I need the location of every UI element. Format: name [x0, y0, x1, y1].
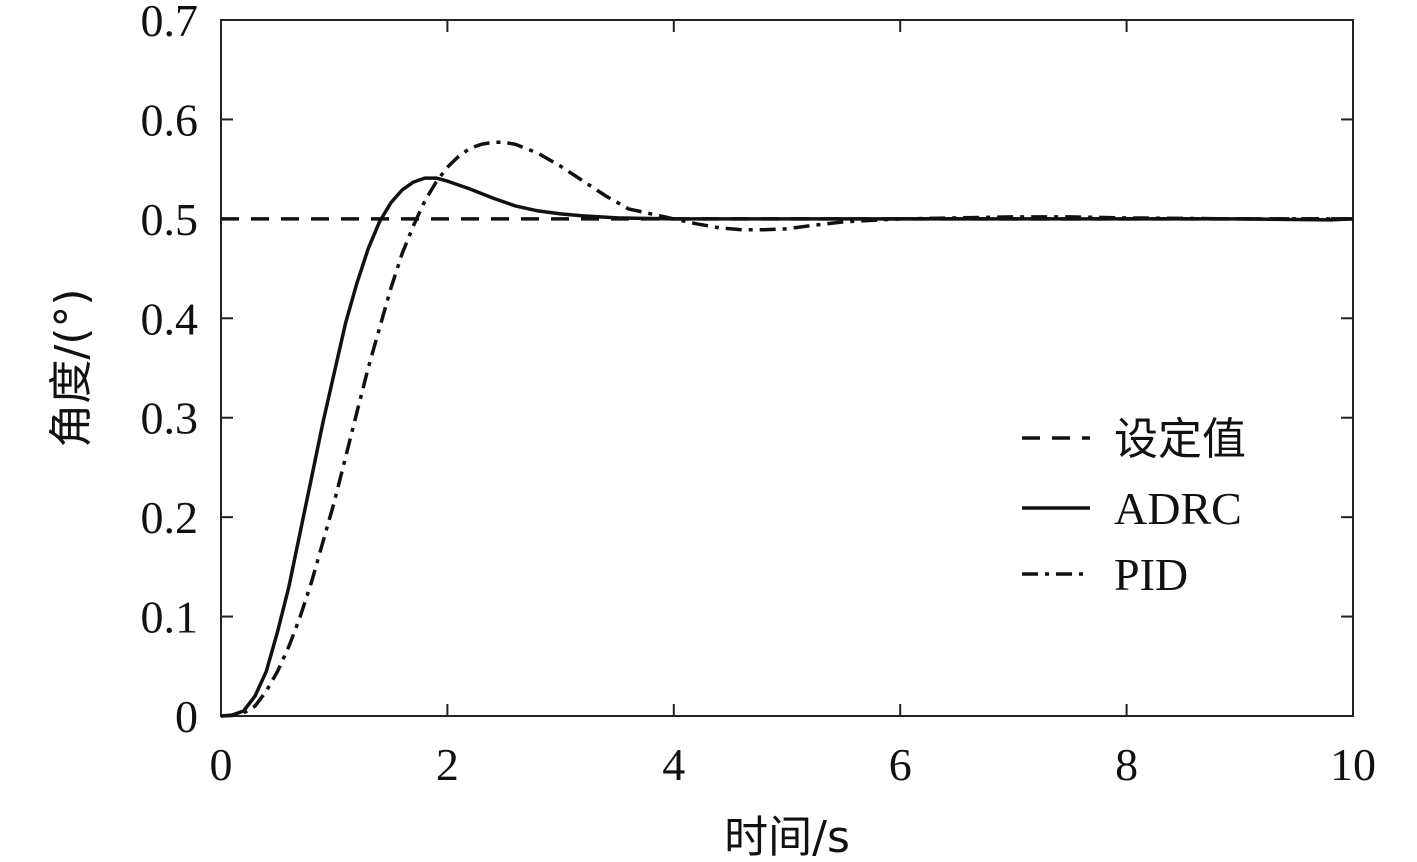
x-tick-label: 6: [889, 739, 912, 790]
y-tick-label: 0.1: [141, 592, 199, 643]
x-tick-label: 8: [1115, 739, 1138, 790]
y-tick-label: 0.7: [141, 0, 199, 46]
legend-label: ADRC: [1114, 483, 1242, 534]
y-tick-label: 0: [175, 691, 198, 742]
plot-frame: [220, 19, 1354, 717]
y-axis-title: 角度/(°): [46, 288, 97, 447]
legend: 设定值 ADRC PID: [1022, 414, 1246, 600]
x-tick-label: 4: [662, 739, 685, 790]
x-tick-label: 10: [1330, 739, 1376, 790]
y-tick-label: 0.4: [141, 293, 199, 344]
series-layer: [220, 140, 1354, 718]
x-tick-label: 0: [210, 739, 233, 790]
series-line-1: [220, 176, 1354, 718]
y-tick-label: 0.2: [141, 492, 199, 543]
x-axis: 0 2 4 6 8 10: [210, 20, 1376, 790]
y-axis: 0 0.1 0.2 0.3 0.4 0.5 0.6 0.7: [141, 0, 1353, 742]
y-tick-label: 0.5: [141, 194, 199, 245]
legend-label: PID: [1114, 549, 1188, 600]
y-tick-label: 0.6: [141, 94, 199, 145]
x-tick-label: 2: [436, 739, 459, 790]
y-tick-label: 0.3: [141, 393, 199, 444]
series-line-2: [220, 140, 1353, 718]
legend-label: 设定值: [1114, 414, 1246, 465]
plot-border: [220, 19, 1354, 717]
x-axis-title: 时间/s: [724, 812, 850, 862]
